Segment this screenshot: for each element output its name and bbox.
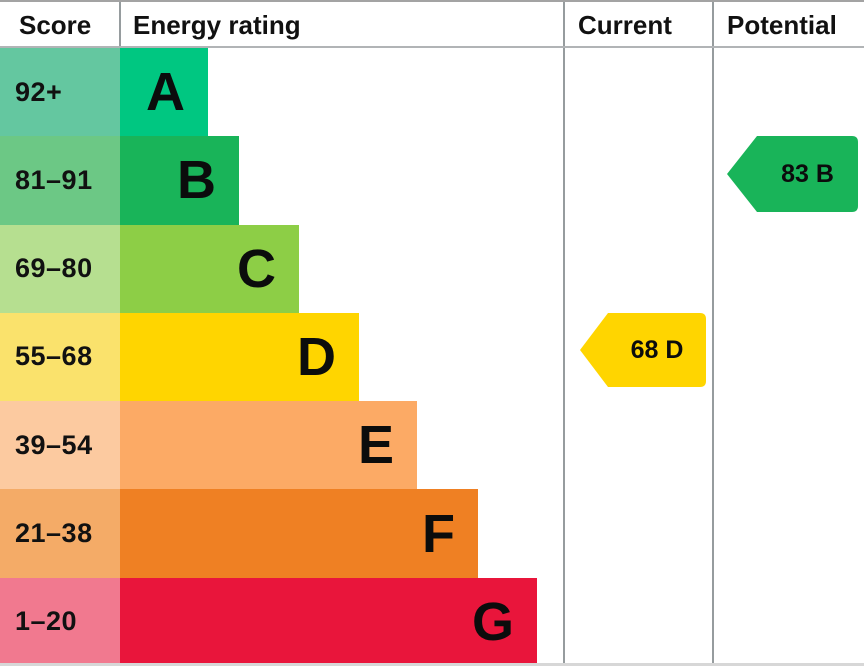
band-row: 55–68 D xyxy=(0,312,864,402)
header-divider-line xyxy=(0,46,864,48)
band-row: 92+ A xyxy=(0,48,864,137)
potential-column-divider xyxy=(712,0,714,666)
chart-bottom-border xyxy=(0,663,864,666)
left-arrow-icon xyxy=(727,136,858,212)
band-score-range: 21–38 xyxy=(15,518,93,549)
band-bar: B xyxy=(120,136,239,225)
band-score-cell: 81–91 xyxy=(0,136,120,225)
band-bar: D xyxy=(120,312,359,402)
left-arrow-icon xyxy=(580,313,706,387)
band-score-cell: 1–20 xyxy=(0,577,120,666)
band-bar: E xyxy=(120,401,417,490)
band-bar: F xyxy=(120,489,478,578)
band-score-range: 69–80 xyxy=(15,253,93,284)
band-score-cell: 39–54 xyxy=(0,401,120,490)
band-bar: A xyxy=(120,48,208,137)
score-column-header: Score xyxy=(19,10,92,40)
band-row: 39–54 E xyxy=(0,401,864,490)
band-score-range: 55–68 xyxy=(15,341,93,372)
band-bar: G xyxy=(120,577,537,666)
band-letter: G xyxy=(471,591,514,652)
band-letter: D xyxy=(297,326,336,387)
band-letter: B xyxy=(177,150,216,211)
band-score-range: 92+ xyxy=(15,76,63,107)
band-row: 21–38 F xyxy=(0,489,864,578)
potential-marker-label: 83 B xyxy=(781,159,834,188)
band-score-cell: 55–68 xyxy=(0,312,120,402)
energy-rating-column-header: Energy rating xyxy=(133,10,301,40)
band-row: 69–80 C xyxy=(0,224,864,313)
band-row: 1–20 G xyxy=(0,577,864,666)
chart-top-border xyxy=(0,0,864,2)
potential-column-header: Potential xyxy=(727,10,837,40)
band-score-range: 1–20 xyxy=(15,606,78,637)
current-column-divider xyxy=(563,0,565,666)
band-letter: C xyxy=(237,238,276,299)
band-score-cell: 92+ xyxy=(0,48,120,137)
band-letter: A xyxy=(146,62,185,123)
band-letter: F xyxy=(422,503,455,564)
band-score-range: 81–91 xyxy=(15,164,93,195)
current-marker-label: 68 D xyxy=(630,335,684,364)
band-score-cell: 21–38 xyxy=(0,489,120,578)
header-row: Score Energy rating Current Potential xyxy=(0,0,864,48)
band-rows: 92+ A 81–91 B 69–80 C 55–68 xyxy=(0,48,864,666)
current-column-header: Current xyxy=(578,10,672,40)
band-score-cell: 69–80 xyxy=(0,224,120,313)
band-bar: C xyxy=(120,224,299,313)
band-score-range: 39–54 xyxy=(15,429,93,460)
current-rating-marker: 68 D xyxy=(580,313,706,387)
potential-rating-marker: 83 B xyxy=(727,136,858,212)
score-column-divider xyxy=(119,0,121,48)
band-row: 81–91 B xyxy=(0,136,864,225)
band-letter: E xyxy=(357,415,394,476)
